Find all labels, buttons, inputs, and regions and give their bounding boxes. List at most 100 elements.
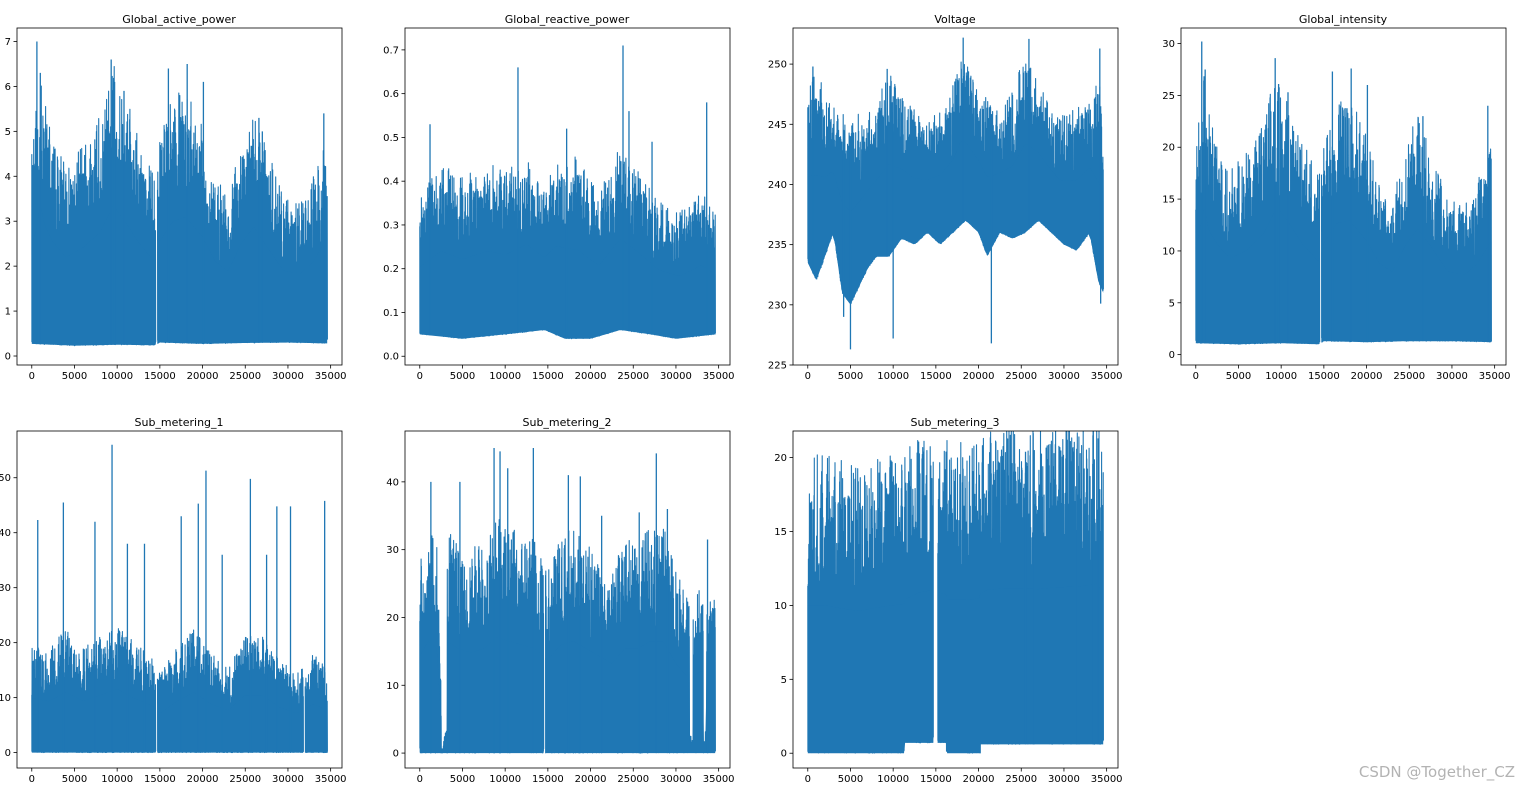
x-tick-label: 5000 bbox=[62, 371, 87, 382]
x-tick-label: 25000 bbox=[229, 371, 261, 382]
x-tick-label: 35000 bbox=[315, 371, 347, 382]
line-series bbox=[419, 45, 716, 340]
x-tick-label: 25000 bbox=[1393, 371, 1425, 382]
x-tick-label: 0 bbox=[1193, 371, 1199, 382]
subplot-global-active-power: Global_active_power 0 5000 10000 15000 20000… bbox=[5, 13, 347, 382]
y-tick-label: 0 bbox=[1169, 350, 1175, 361]
subplot-title: Voltage bbox=[934, 13, 975, 26]
x-tick-label: 5000 bbox=[62, 774, 87, 785]
y-tick-label: 250 bbox=[768, 60, 787, 71]
y-tick-label: 15 bbox=[774, 527, 787, 538]
y-tick-label: 30 bbox=[0, 583, 11, 594]
x-tick-label: 10000 bbox=[877, 774, 909, 785]
y-tick-label: 0 bbox=[393, 749, 399, 760]
y-tick-label: 1 bbox=[5, 307, 11, 318]
axes-frame bbox=[404, 27, 731, 366]
y-tick-label: 3 bbox=[5, 217, 11, 228]
x-tick-label: 15000 bbox=[532, 774, 564, 785]
x-tick-label: 5000 bbox=[838, 371, 863, 382]
y-tick-label: 15 bbox=[1162, 195, 1175, 206]
y-tick-label: 5 bbox=[781, 675, 787, 686]
y-tick-label: 230 bbox=[768, 300, 787, 311]
x-tick-label: 0 bbox=[417, 371, 423, 382]
y-tick-label: 40 bbox=[0, 528, 11, 539]
x-tick-label: 0 bbox=[29, 774, 35, 785]
series-band bbox=[305, 704, 328, 753]
x-tick-label: 20000 bbox=[963, 371, 995, 382]
y-tick-label: 0 bbox=[781, 749, 787, 760]
y-tick-label: 20 bbox=[386, 613, 399, 624]
watermark: CSDN @Together_CZ bbox=[1358, 763, 1515, 781]
x-tick-label: 35000 bbox=[1091, 371, 1123, 382]
y-tick-label: 7 bbox=[5, 37, 11, 48]
x-tick-label: 25000 bbox=[1005, 774, 1037, 785]
subplot-title: Sub_metering_3 bbox=[910, 416, 999, 429]
y-tick-label: 0.4 bbox=[383, 177, 399, 188]
x-tick-label: 35000 bbox=[703, 371, 735, 382]
y-tick-label: 0.0 bbox=[383, 352, 399, 363]
x-tick-label: 10000 bbox=[489, 774, 521, 785]
axis-ticks: 0 5000 10000 15000 20000 25000 30000 35000 0.0 0.… bbox=[383, 45, 734, 382]
x-tick-label: 30000 bbox=[660, 371, 692, 382]
y-tick-label: 10 bbox=[386, 681, 399, 692]
x-tick-label: 15000 bbox=[532, 371, 564, 382]
y-tick-label: 40 bbox=[386, 477, 399, 488]
axis-ticks: 0 5000 10000 15000 20000 25000 30000 35000 0 1 2 3 4… bbox=[5, 37, 347, 382]
line-series bbox=[31, 41, 328, 347]
y-tick-label: 6 bbox=[5, 82, 11, 93]
subplot-sub-metering-3: Sub_metering_3 0 5000 10000 15000 20000 25000… bbox=[774, 416, 1122, 785]
x-tick-label: 35000 bbox=[1479, 371, 1511, 382]
series-band bbox=[157, 217, 328, 344]
series-band bbox=[1195, 207, 1320, 345]
subplot-title: Global_reactive_power bbox=[505, 13, 630, 26]
subplot-title: Sub_metering_1 bbox=[134, 416, 223, 429]
x-tick-label: 5000 bbox=[1226, 371, 1251, 382]
y-tick-label: 30 bbox=[1162, 39, 1175, 50]
y-tick-label: 10 bbox=[0, 693, 11, 704]
x-tick-label: 20000 bbox=[963, 774, 995, 785]
y-tick-label: 5 bbox=[1169, 298, 1175, 309]
subplot-global-intensity: Global_intensity 0 5000 10000 15000 20000 250… bbox=[1162, 13, 1510, 382]
subplot-sub-metering-1: Sub_metering_1 0 5000 10000 15000 20000 25000… bbox=[0, 416, 347, 785]
y-tick-label: 0.5 bbox=[383, 133, 399, 144]
line-series bbox=[807, 431, 1104, 754]
x-tick-label: 20000 bbox=[187, 774, 219, 785]
y-tick-label: 5 bbox=[5, 127, 11, 138]
axes-frame bbox=[404, 430, 731, 769]
line-series bbox=[419, 447, 716, 754]
x-tick-label: 30000 bbox=[1436, 371, 1468, 382]
y-tick-label: 30 bbox=[386, 545, 399, 556]
x-tick-label: 0 bbox=[29, 371, 35, 382]
x-tick-label: 15000 bbox=[144, 774, 176, 785]
y-tick-label: 0 bbox=[5, 748, 11, 759]
x-tick-label: 10000 bbox=[1265, 371, 1297, 382]
x-tick-label: 25000 bbox=[617, 774, 649, 785]
x-tick-label: 35000 bbox=[703, 774, 735, 785]
y-tick-label: 0.7 bbox=[383, 45, 399, 56]
x-tick-label: 0 bbox=[805, 774, 811, 785]
subplot-global-reactive-power: Global_reactive_power 0 5000 10000 15000 200… bbox=[383, 13, 734, 382]
subplot-voltage: Voltage 0 5000 10000 15000 20000 25000 30000 35… bbox=[768, 13, 1123, 382]
x-tick-label: 10000 bbox=[101, 774, 133, 785]
series-band bbox=[419, 637, 544, 754]
x-tick-label: 25000 bbox=[617, 371, 649, 382]
y-tick-label: 245 bbox=[768, 120, 787, 131]
x-tick-label: 5000 bbox=[838, 774, 863, 785]
y-tick-label: 240 bbox=[768, 180, 787, 191]
x-tick-label: 20000 bbox=[575, 774, 607, 785]
axis-ticks: 0 5000 10000 15000 20000 25000 30000 35000 0 5 10 1… bbox=[774, 453, 1122, 785]
series-band bbox=[807, 590, 934, 754]
y-tick-label: 10 bbox=[774, 601, 787, 612]
x-tick-label: 20000 bbox=[1351, 371, 1383, 382]
subplot-title: Global_active_power bbox=[122, 13, 236, 26]
x-tick-label: 20000 bbox=[187, 371, 219, 382]
y-tick-label: 2 bbox=[5, 262, 11, 273]
axes-frame bbox=[792, 430, 1119, 769]
subplot-sub-metering-2: Sub_metering_2 0 5000 10000 15000 20000 25000… bbox=[386, 416, 734, 785]
subplot-title: Global_intensity bbox=[1299, 13, 1388, 26]
axes-frame bbox=[1180, 27, 1507, 366]
x-tick-label: 30000 bbox=[660, 774, 692, 785]
axis-ticks: 0 5000 10000 15000 20000 25000 30000 35000 0 10 20… bbox=[386, 477, 734, 785]
x-tick-label: 10000 bbox=[877, 371, 909, 382]
